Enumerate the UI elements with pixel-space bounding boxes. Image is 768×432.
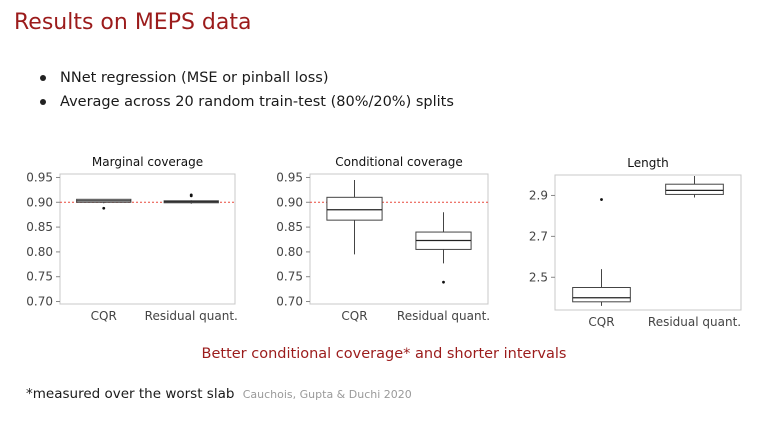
y-tick-label: 0.85 <box>276 220 303 234</box>
slide-title: Results on MEPS data <box>14 10 252 35</box>
x-tick-label: Residual quant. <box>145 309 238 323</box>
box-iqr <box>572 287 631 303</box>
y-tick-label: 0.80 <box>276 245 303 259</box>
y-tick-label: 0.70 <box>26 295 53 309</box>
conclusion-text: Better conditional coverage* and shorter… <box>201 346 567 362</box>
chart-title: Length <box>627 156 668 170</box>
y-tick-label: 0.75 <box>26 270 53 284</box>
x-tick-label: CQR <box>341 309 367 323</box>
box-iqr <box>665 183 724 195</box>
length-chart: Length 2.5 2.7 2.9 CQR Residual quant. <box>529 156 742 329</box>
x-tick-label: CQR <box>91 309 117 323</box>
y-tick-label: 0.80 <box>26 245 53 259</box>
x-tick-label: Residual quant. <box>648 315 741 329</box>
y-tick-label: 2.5 <box>529 270 548 284</box>
bullet-item: Average across 20 random train-test (80%… <box>40 94 454 110</box>
x-tick-label: Residual quant. <box>397 309 490 323</box>
citation-text: Cauchois, Gupta & Duchi 2020 <box>242 388 412 401</box>
outlier-point <box>102 206 106 210</box>
y-tick-label: 0.90 <box>26 195 53 209</box>
y-tick-label: 2.7 <box>529 229 548 243</box>
plot-frame <box>59 173 236 305</box>
y-tick-label: 2.9 <box>529 188 548 202</box>
footnote-text: *measured over the worst slab <box>26 386 235 402</box>
outlier-point <box>442 280 445 284</box>
y-tick-label: 0.70 <box>276 295 303 309</box>
x-tick-label: CQR <box>588 315 614 329</box>
bullet-item: NNet regression (MSE or pinball loss) <box>40 70 454 86</box>
plot-frame <box>309 173 489 305</box>
y-tick-label: 0.95 <box>26 170 53 184</box>
plot-frame <box>554 174 742 311</box>
chart-title: Conditional coverage <box>335 155 462 169</box>
bullet-dot-icon <box>40 99 46 105</box>
bullet-list: NNet regression (MSE or pinball loss) Av… <box>40 70 454 118</box>
chart-title: Marginal coverage <box>92 155 203 169</box>
outlier-point <box>189 193 193 197</box>
y-tick-label: 0.90 <box>276 195 303 209</box>
conditional-coverage-chart: Conditional coverage 0.70 0.75 0.80 0.85 0.90… <box>276 155 490 323</box>
charts-row: Marginal coverage 0.70 0.75 0.80 0.85 0.90 0.9… <box>0 150 768 330</box>
y-tick-label: 0.75 <box>276 270 303 284</box>
bullet-text: Average across 20 random train-test (80%… <box>60 94 454 110</box>
marginal-coverage-chart: Marginal coverage 0.70 0.75 0.80 0.85 0.90 0.9… <box>26 155 238 323</box>
bullet-text: NNet regression (MSE or pinball loss) <box>60 70 329 86</box>
y-tick-label: 0.85 <box>26 220 53 234</box>
y-tick-label: 0.95 <box>276 170 303 184</box>
box-iqr <box>326 196 383 221</box>
bullet-dot-icon <box>40 75 46 81</box>
footnote: *measured over the worst slab Cauchois, … <box>26 386 412 402</box>
outlier-point <box>600 198 603 201</box>
